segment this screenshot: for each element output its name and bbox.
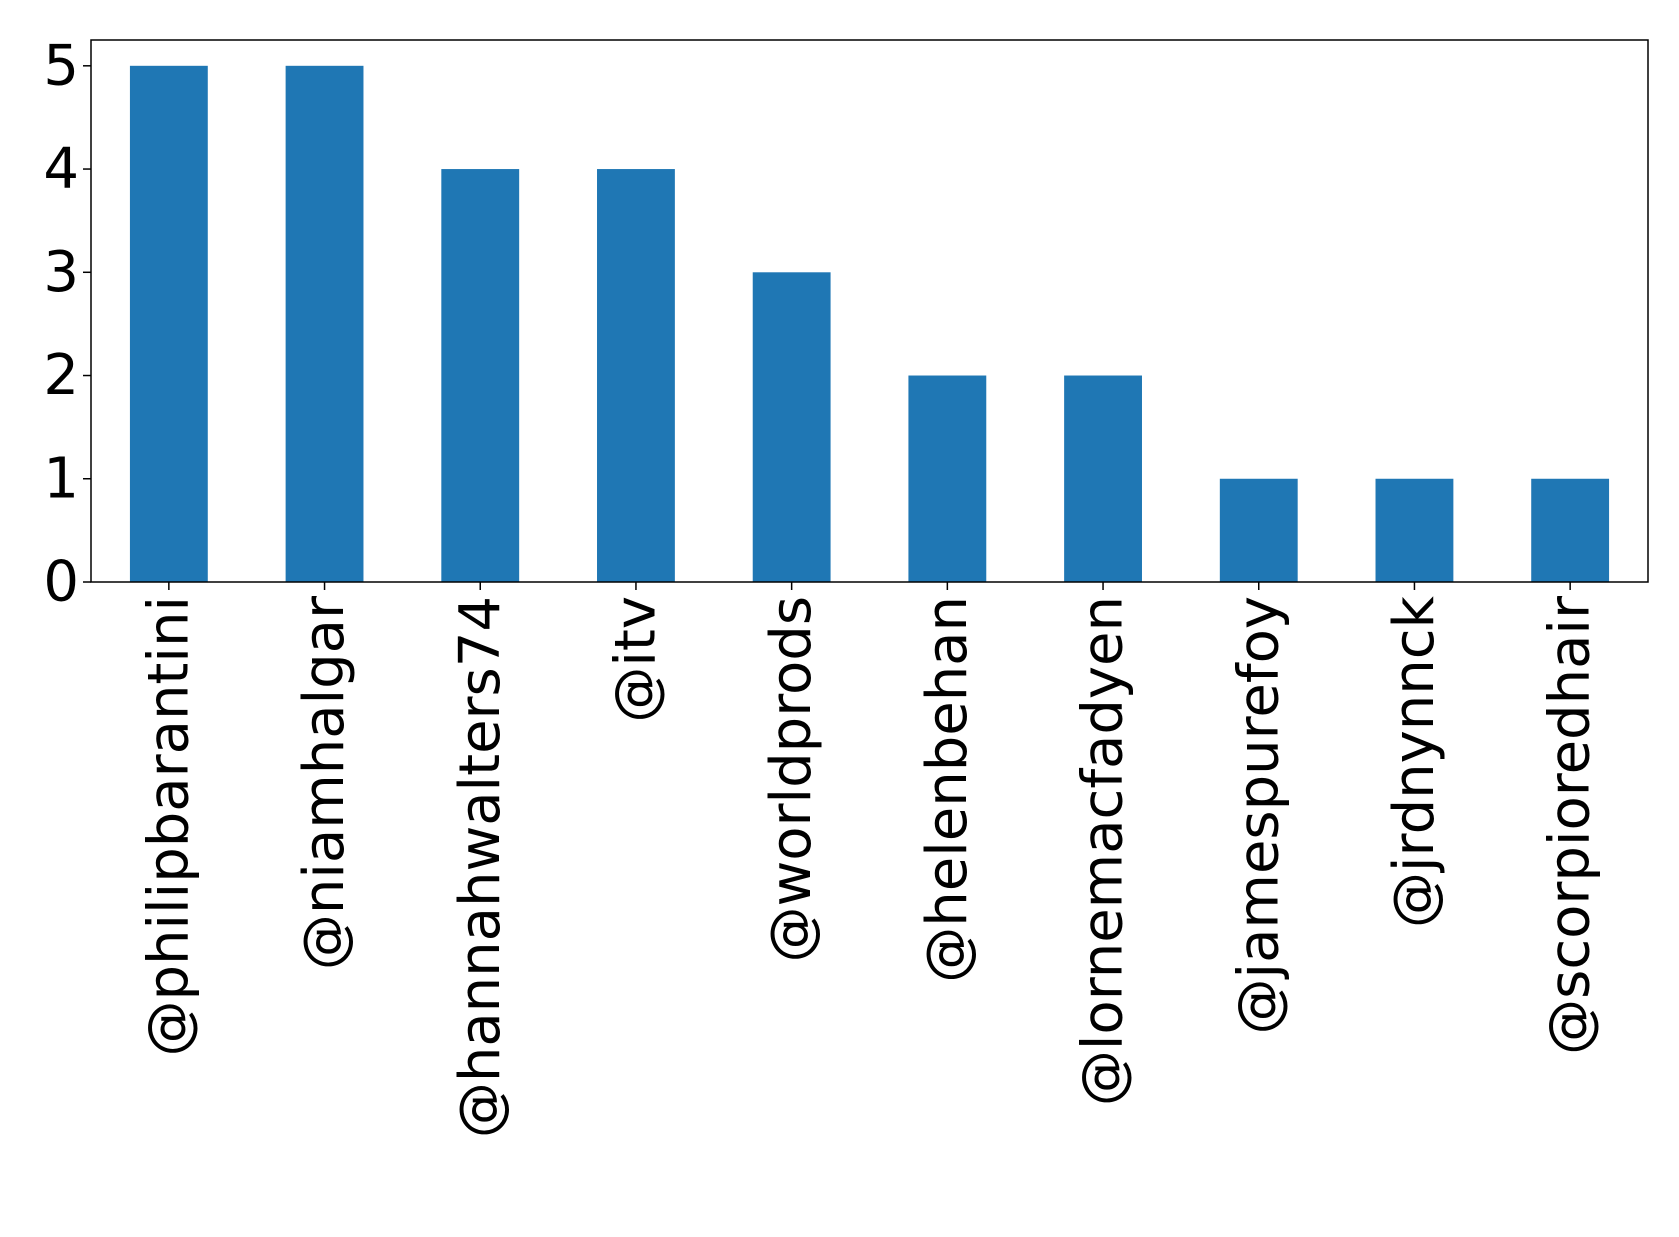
bar-lornemacfadyen (1064, 375, 1142, 582)
y-tick-label: 1 (43, 446, 79, 511)
bar-worldprods (752, 272, 831, 582)
x-tick-label: @hannahwalters74 (448, 596, 513, 1138)
y-tick-label: 2 (43, 343, 79, 408)
x-tick-label: @niamhalgar (292, 595, 357, 970)
x-tick-label: @helenbehan (915, 596, 980, 983)
bar-itv (597, 169, 675, 583)
x-tick-label: @jrdnynnck (1382, 595, 1447, 928)
x-axis-ticks: @philipbarantini @niamhalgar @hannahwalter… (136, 582, 1603, 1138)
bar-philipbarantini (129, 65, 208, 582)
axes-layer (90, 39, 1649, 583)
y-tick-label: 0 (43, 550, 79, 615)
y-axis-ticks: 0 1 2 3 4 5 (43, 33, 91, 615)
bars-layer (129, 65, 1610, 583)
y-tick-label: 3 (43, 240, 79, 305)
bar-jamespurefoy (1219, 478, 1298, 582)
bar-scorpioredhair (1531, 478, 1610, 582)
x-tick-label: @lornemacfadyen (1071, 596, 1136, 1106)
bar-helenbehan (908, 375, 987, 582)
y-tick-label: 4 (43, 137, 79, 202)
bar-niamhalgar (285, 65, 364, 582)
x-tick-label: @scorpioredhair (1538, 595, 1603, 1055)
y-tick-label: 5 (43, 33, 79, 98)
plot-frame (90, 39, 1649, 583)
x-tick-label: @jamespurefoy (1226, 596, 1291, 1034)
bar-hannahwalters74 (441, 169, 520, 583)
x-tick-label: @worldprods (759, 596, 824, 963)
x-tick-label: @itv (603, 596, 668, 723)
x-tick-label: @philipbarantini (136, 596, 201, 1057)
bar-jrdnynnck (1375, 478, 1454, 582)
